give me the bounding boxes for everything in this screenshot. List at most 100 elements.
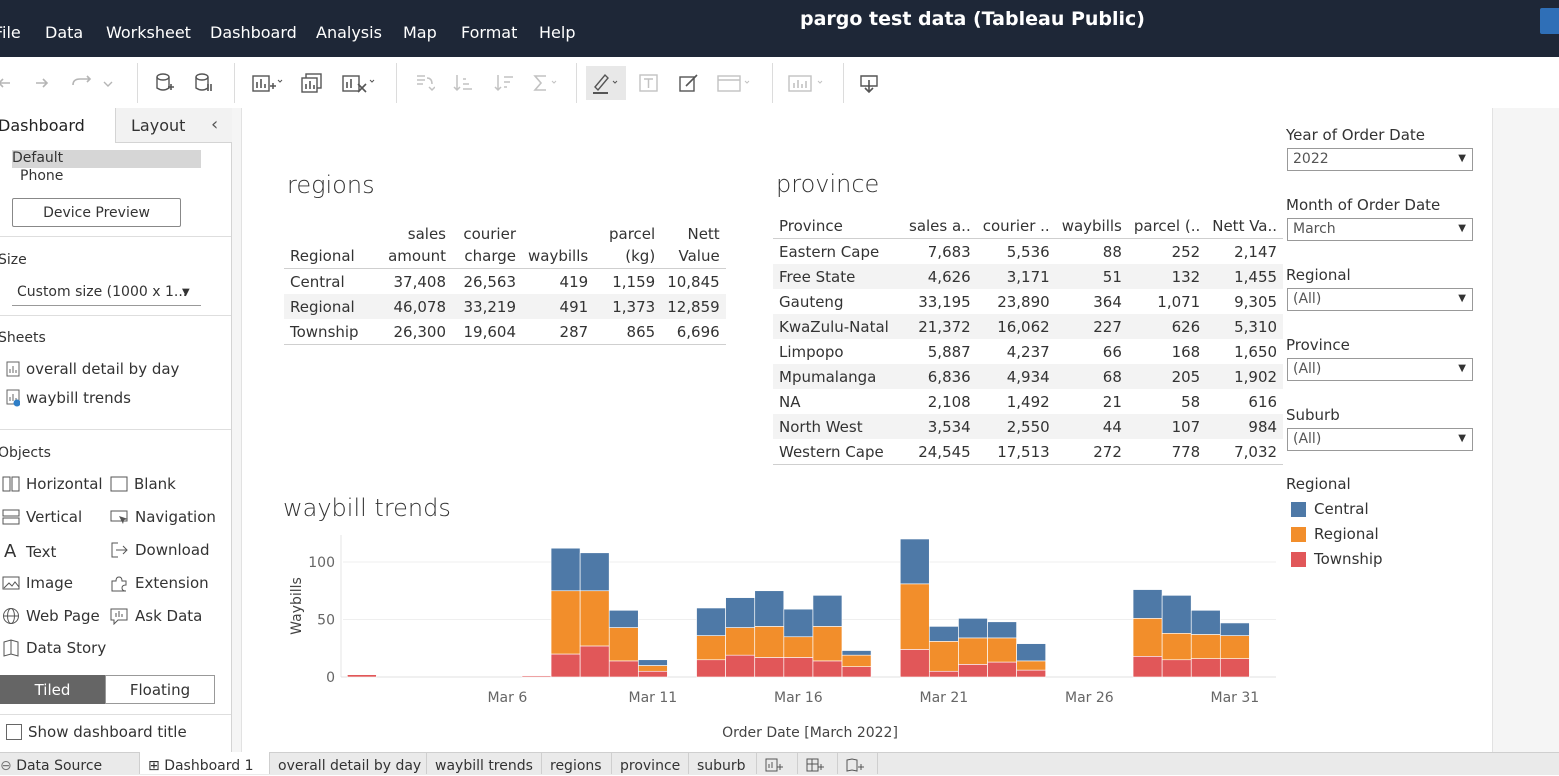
tab-dashboard[interactable]: Dashboard bbox=[0, 116, 85, 135]
table-row[interactable]: Gauteng 33,195 23,890 364 1,071 9,305 bbox=[773, 289, 1283, 314]
table-row[interactable]: Free State 4,626 3,171 51 132 1,455 bbox=[773, 264, 1284, 289]
new-dashboard-tab-icon[interactable] bbox=[798, 752, 838, 774]
menu-file[interactable]: File bbox=[0, 23, 21, 42]
object-horizontal[interactable]: Horizontal bbox=[2, 475, 103, 493]
bar-segment bbox=[638, 659, 668, 666]
bar-segment bbox=[1220, 658, 1250, 678]
table-row[interactable]: NA 2,108 1,492 21 58 616 bbox=[773, 389, 1283, 414]
tab-waybill-trends[interactable]: waybill trends bbox=[427, 752, 542, 774]
menu-format[interactable]: Format bbox=[461, 23, 518, 42]
table-row[interactable]: Western Cape 24,545 17,513 272 778 7,032 bbox=[773, 439, 1284, 465]
floating-toggle[interactable]: Floating bbox=[105, 675, 215, 704]
filter-month-dropdown[interactable]: March ▼ bbox=[1287, 218, 1473, 241]
cell-parcel: 778 bbox=[1171, 442, 1201, 461]
totals-icon[interactable] bbox=[532, 70, 560, 96]
bar-segment bbox=[987, 637, 1017, 663]
filter-suburb-dropdown[interactable]: (All) ▼ bbox=[1287, 428, 1473, 451]
duplicate-sheet-icon[interactable] bbox=[300, 70, 324, 96]
bar-segment bbox=[1220, 635, 1250, 659]
share-button[interactable] bbox=[1540, 8, 1559, 34]
object-data-story[interactable]: Data Story bbox=[2, 639, 106, 657]
header-regional: Regional bbox=[290, 246, 355, 265]
filter-regional-dropdown[interactable]: (All) ▼ bbox=[1287, 288, 1473, 311]
bar-segment bbox=[696, 607, 726, 636]
filter-year-dropdown[interactable]: 2022 ▼ bbox=[1287, 148, 1473, 171]
highlight-icon[interactable] bbox=[586, 66, 626, 100]
pause-updates-icon[interactable] bbox=[193, 70, 213, 96]
device-preview-button[interactable]: Device Preview bbox=[12, 198, 181, 227]
show-title-row[interactable]: Show dashboard title bbox=[6, 723, 187, 741]
menu-dashboard[interactable]: Dashboard bbox=[210, 23, 297, 42]
object-blank[interactable]: Blank bbox=[110, 475, 176, 493]
regions-table[interactable]: sales courier parcel Nett Regional amoun… bbox=[284, 223, 726, 345]
province-table[interactable]: Province sales a.. courier .. waybills p… bbox=[773, 213, 1284, 465]
filter-province-dropdown[interactable]: (All) ▼ bbox=[1287, 358, 1473, 381]
sheet-item[interactable]: waybill trends bbox=[6, 389, 131, 407]
y-axis-title: Waybills bbox=[289, 577, 305, 635]
cell-province: Gauteng bbox=[779, 292, 844, 311]
tab-data-source[interactable]: ⊖ Data Source bbox=[0, 752, 140, 774]
object-vertical[interactable]: Vertical bbox=[2, 508, 82, 526]
menu-map[interactable]: Map bbox=[403, 23, 437, 42]
table-row[interactable]: Mpumalanga 6,836 4,934 68 205 1,902 bbox=[773, 364, 1284, 389]
tab-overall-detail[interactable]: overall detail by day bbox=[270, 752, 427, 774]
sort-ascending-icon[interactable] bbox=[452, 70, 474, 96]
tab-suburb[interactable]: suburb bbox=[689, 752, 757, 774]
legend-item-township[interactable]: Township bbox=[1291, 550, 1383, 568]
new-worksheet-icon[interactable] bbox=[251, 70, 283, 96]
object-ask-data[interactable]: Ask Data bbox=[110, 607, 202, 625]
new-story-tab-icon[interactable] bbox=[838, 752, 878, 774]
download-icon[interactable] bbox=[858, 70, 880, 96]
tab-province[interactable]: province bbox=[612, 752, 689, 774]
chevron-down-icon[interactable]: ▼ bbox=[182, 287, 190, 298]
tab-regions[interactable]: regions bbox=[542, 752, 612, 774]
show-labels-icon[interactable] bbox=[638, 70, 660, 96]
new-worksheet-tab-icon[interactable] bbox=[757, 752, 798, 774]
cell-province: Free State bbox=[773, 264, 903, 289]
object-extension[interactable]: Extension bbox=[110, 574, 209, 592]
tab-layout[interactable]: Layout bbox=[131, 116, 186, 135]
fit-icon[interactable] bbox=[716, 70, 754, 96]
device-default[interactable]: Default bbox=[12, 150, 64, 166]
menu-worksheet[interactable]: Worksheet bbox=[106, 23, 191, 42]
collapse-pane-icon[interactable]: ‹ bbox=[211, 114, 219, 135]
new-data-source-icon[interactable] bbox=[154, 70, 174, 96]
table-row[interactable]: KwaZulu-Natal 21,372 16,062 227 626 5,310 bbox=[773, 314, 1284, 339]
object-label: Download bbox=[135, 541, 210, 559]
show-me-icon[interactable] bbox=[787, 70, 827, 96]
table-row[interactable]: Limpopo 5,887 4,237 66 168 1,650 bbox=[773, 339, 1283, 364]
menu-analysis[interactable]: Analysis bbox=[316, 23, 382, 42]
redo-icon[interactable] bbox=[33, 70, 51, 96]
table-row[interactable]: Eastern Cape 7,683 5,536 88 252 2,147 bbox=[773, 239, 1283, 265]
cell-courier: 2,550 bbox=[976, 414, 1056, 439]
undo-icon[interactable] bbox=[0, 70, 14, 96]
size-dropdown[interactable]: Custom size (1000 x 1... bbox=[17, 284, 188, 300]
sheet-item[interactable]: overall detail by day bbox=[6, 360, 179, 378]
show-title-checkbox[interactable] bbox=[6, 724, 22, 740]
filter-regional-label: Regional bbox=[1286, 266, 1351, 284]
object-download[interactable]: Download bbox=[110, 541, 210, 559]
object-text[interactable]: A Text bbox=[4, 541, 56, 562]
menu-data[interactable]: Data bbox=[45, 23, 84, 42]
object-navigation[interactable]: Navigation bbox=[110, 508, 216, 526]
table-row[interactable]: Regional 46,078 33,219 491 1,373 12,859 bbox=[284, 294, 726, 319]
table-row[interactable]: Township 26,300 19,604 287 865 6,696 bbox=[284, 319, 726, 345]
object-web-page[interactable]: Web Page bbox=[2, 607, 100, 625]
sheet-tab-bar bbox=[0, 752, 1559, 775]
table-row[interactable]: Central 37,408 26,563 419 1,159 10,845 bbox=[284, 269, 726, 295]
tiled-toggle[interactable]: Tiled bbox=[0, 675, 105, 704]
tab-dashboard-1[interactable]: ⊞ Dashboard 1 bbox=[140, 752, 270, 774]
object-image[interactable]: Image bbox=[2, 574, 73, 592]
header-nett: Nett Va.. bbox=[1212, 216, 1278, 235]
sort-descending-icon[interactable] bbox=[493, 70, 515, 96]
legend-item-central[interactable]: Central bbox=[1291, 500, 1369, 518]
table-row[interactable]: North West 3,534 2,550 44 107 984 bbox=[773, 414, 1284, 439]
device-phone[interactable]: Phone bbox=[20, 168, 64, 184]
format-workbook-icon[interactable] bbox=[678, 70, 700, 96]
clear-sheet-icon[interactable] bbox=[341, 70, 377, 96]
menu-help[interactable]: Help bbox=[539, 23, 576, 42]
legend-item-regional[interactable]: Regional bbox=[1291, 525, 1379, 543]
replay-icon[interactable] bbox=[70, 70, 114, 96]
swap-rows-columns-icon[interactable] bbox=[413, 70, 435, 96]
